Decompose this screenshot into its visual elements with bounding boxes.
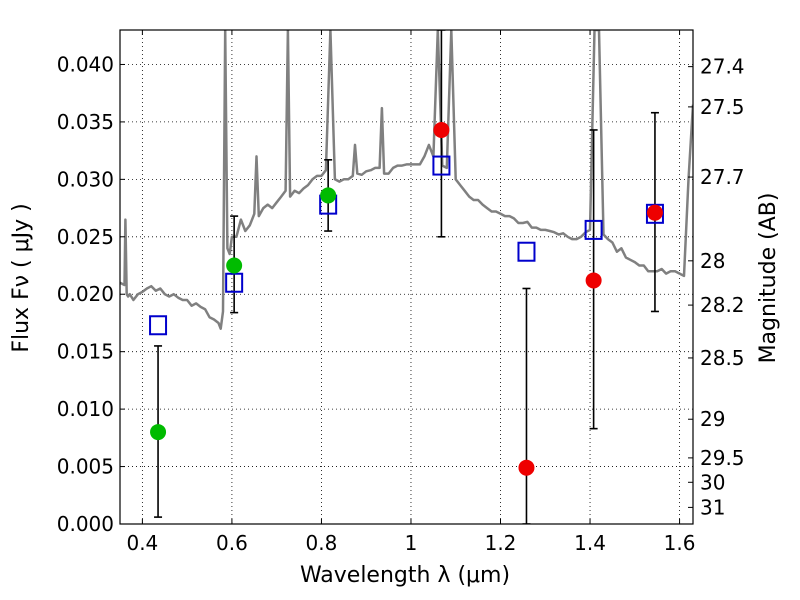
x-axis: 0.4 0.6 0.8 1 1.2 1.4 1.6 <box>126 30 695 555</box>
y2-tick-label: 27.4 <box>700 55 745 79</box>
y-tick-label: 0.035 <box>57 110 114 134</box>
y2-tick-label: 28.2 <box>700 293 745 317</box>
grid <box>120 30 693 525</box>
y-tick-label: 0.025 <box>57 225 114 249</box>
y2-tick-label: 29.5 <box>700 446 745 470</box>
observed-flux-point <box>585 272 602 289</box>
x-tick-label: 0.6 <box>216 531 248 555</box>
y2-tick-label: 28 <box>700 249 725 273</box>
y-tick-label: 0.040 <box>57 52 114 76</box>
y-tick-label: 0.000 <box>57 512 114 536</box>
y-tick-label: 0.020 <box>57 282 114 306</box>
y-tick-label: 0.010 <box>57 397 114 421</box>
x-tick-label: 1.2 <box>485 531 517 555</box>
observed-flux-point <box>433 121 450 138</box>
y2-tick-label: 27.5 <box>700 95 745 119</box>
observed-flux-point <box>518 459 535 476</box>
observed-flux-point <box>320 187 337 204</box>
observed-flux-point <box>646 204 663 221</box>
y-axis-label: Flux Fν ( μJy ) <box>9 203 34 352</box>
y-axis-left: 0.000 0.005 0.010 0.015 0.020 0.025 0.030 0.035… <box>57 52 125 536</box>
model-square-point <box>225 272 244 293</box>
y-tick-label: 0.030 <box>57 167 114 191</box>
x-tick-label: 1.4 <box>574 531 606 555</box>
observed-flux-point <box>150 424 167 441</box>
x-tick-label: 0.4 <box>126 531 158 555</box>
model-square-point <box>584 219 603 240</box>
spectrum-line <box>120 30 693 330</box>
y2-axis-label: Magnitude (AB) <box>756 193 781 364</box>
x-axis-label: Wavelength λ (μm) <box>300 563 510 588</box>
x-tick-label: 1.6 <box>664 531 696 555</box>
observed-flux-point <box>226 257 243 274</box>
y2-tick-label: 29 <box>700 407 725 431</box>
y-tick-label: 0.015 <box>57 340 114 364</box>
plot-area <box>120 30 693 524</box>
y-tick-label: 0.005 <box>57 455 114 479</box>
x-tick-label: 1 <box>405 531 418 555</box>
x-tick-label: 0.8 <box>306 531 338 555</box>
y2-tick-label: 31 <box>700 495 725 519</box>
y2-tick-label: 27.7 <box>700 165 745 189</box>
y2-tick-label: 30 <box>700 470 725 494</box>
model-square-point <box>432 155 451 176</box>
model-square-point <box>517 241 536 262</box>
y2-tick-label: 28.5 <box>700 346 745 370</box>
plot-frame <box>119 29 694 525</box>
model-square-point <box>149 315 168 336</box>
